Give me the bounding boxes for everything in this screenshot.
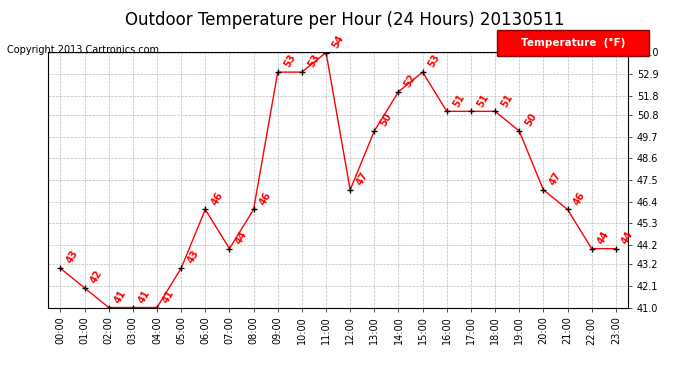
Text: 42: 42 (89, 268, 104, 285)
Text: 51: 51 (451, 92, 466, 109)
Text: 41: 41 (137, 288, 152, 305)
Text: 52: 52 (403, 72, 418, 89)
Text: 51: 51 (475, 92, 491, 109)
Text: 47: 47 (355, 170, 370, 187)
Text: 53: 53 (427, 53, 442, 69)
Text: 50: 50 (524, 111, 539, 128)
Text: 46: 46 (210, 190, 225, 207)
Text: 43: 43 (65, 249, 80, 266)
Text: Outdoor Temperature per Hour (24 Hours) 20130511: Outdoor Temperature per Hour (24 Hours) … (126, 11, 564, 29)
Text: Temperature  (°F): Temperature (°F) (520, 38, 625, 48)
Text: 53: 53 (282, 53, 297, 69)
Text: 50: 50 (379, 111, 394, 128)
Text: 44: 44 (596, 229, 611, 246)
Text: Copyright 2013 Cartronics.com: Copyright 2013 Cartronics.com (7, 45, 159, 55)
Text: 46: 46 (572, 190, 587, 207)
Text: 43: 43 (186, 249, 201, 266)
Text: 41: 41 (161, 288, 177, 305)
Text: 41: 41 (113, 288, 128, 305)
Text: 53: 53 (306, 53, 322, 69)
Text: 54: 54 (331, 33, 346, 50)
Text: 46: 46 (258, 190, 273, 207)
Text: 51: 51 (500, 92, 515, 109)
Text: 44: 44 (234, 229, 249, 246)
Text: 47: 47 (548, 170, 563, 187)
Text: 44: 44 (620, 229, 635, 246)
